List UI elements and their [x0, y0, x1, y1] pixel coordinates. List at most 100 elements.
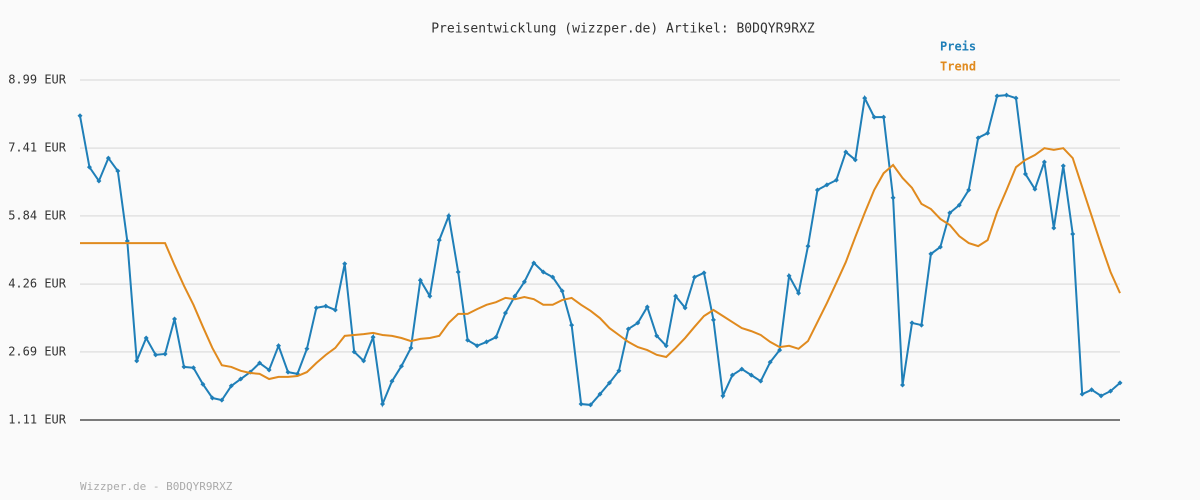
y-tick-label: 8.99 EUR — [8, 73, 67, 87]
point — [862, 95, 868, 101]
point — [446, 213, 452, 219]
point — [143, 335, 149, 341]
point — [351, 349, 357, 355]
y-tick-label: 2.69 EUR — [8, 344, 67, 358]
point — [285, 369, 291, 375]
point — [701, 270, 707, 276]
point — [588, 402, 594, 408]
point — [559, 288, 565, 294]
point — [96, 178, 102, 184]
point — [597, 391, 603, 397]
point — [323, 303, 329, 309]
point — [1089, 387, 1095, 393]
point — [578, 401, 584, 407]
point — [625, 326, 631, 332]
point — [814, 187, 820, 193]
point — [1117, 380, 1123, 386]
point — [427, 293, 433, 299]
point — [304, 346, 310, 352]
point — [881, 114, 887, 120]
point — [852, 157, 858, 163]
footer: Wizzper.de - B0DQYR9RXZ — [80, 480, 233, 493]
point — [871, 114, 877, 120]
point — [805, 243, 811, 249]
point — [162, 351, 168, 357]
point — [890, 195, 896, 201]
y-tick-label: 5.84 EUR — [8, 208, 67, 222]
point — [739, 366, 745, 372]
point — [937, 244, 943, 250]
point — [493, 334, 499, 340]
point — [389, 378, 395, 384]
point — [219, 397, 225, 403]
point — [417, 277, 423, 283]
point — [380, 401, 386, 407]
point — [228, 383, 234, 389]
point — [172, 316, 178, 322]
point — [86, 164, 92, 170]
point — [115, 168, 121, 174]
point — [947, 210, 953, 216]
point — [408, 345, 414, 351]
point — [1051, 225, 1057, 231]
point — [635, 320, 641, 326]
point — [200, 381, 206, 387]
point — [134, 358, 140, 364]
point — [994, 93, 1000, 99]
point — [966, 187, 972, 193]
point — [1022, 171, 1028, 177]
point — [569, 322, 575, 328]
point — [767, 359, 773, 365]
point — [673, 293, 679, 299]
point — [332, 307, 338, 313]
y-tick-label: 7.41 EUR — [8, 141, 67, 155]
point — [512, 293, 518, 299]
point — [257, 360, 263, 366]
point — [720, 393, 726, 399]
point — [710, 317, 716, 323]
point — [796, 290, 802, 296]
point — [909, 320, 915, 326]
point — [928, 251, 934, 257]
point — [484, 339, 490, 345]
point — [833, 177, 839, 183]
point — [843, 149, 849, 155]
point — [77, 113, 83, 119]
point — [521, 279, 527, 285]
point — [918, 322, 924, 328]
point — [105, 155, 111, 161]
point — [748, 372, 754, 378]
point — [786, 273, 792, 279]
point — [209, 395, 215, 401]
point — [692, 274, 698, 280]
point — [474, 343, 480, 349]
point — [455, 269, 461, 275]
point — [342, 261, 348, 267]
point — [758, 378, 764, 384]
point — [900, 382, 906, 388]
point — [153, 352, 159, 358]
point — [654, 333, 660, 339]
price-line — [80, 147, 1121, 381]
point — [1004, 92, 1010, 98]
point — [1041, 159, 1047, 165]
point — [729, 372, 735, 378]
point — [1032, 186, 1038, 192]
point — [644, 304, 650, 310]
point — [370, 334, 376, 340]
point — [1013, 95, 1019, 101]
point — [361, 358, 367, 364]
point — [540, 269, 546, 275]
point — [1070, 231, 1076, 237]
point — [975, 135, 981, 141]
point — [682, 305, 688, 311]
point — [606, 380, 612, 386]
point — [1108, 388, 1114, 394]
point — [777, 347, 783, 353]
point — [436, 237, 442, 243]
point — [276, 343, 282, 349]
point — [465, 337, 471, 343]
point — [985, 130, 991, 136]
